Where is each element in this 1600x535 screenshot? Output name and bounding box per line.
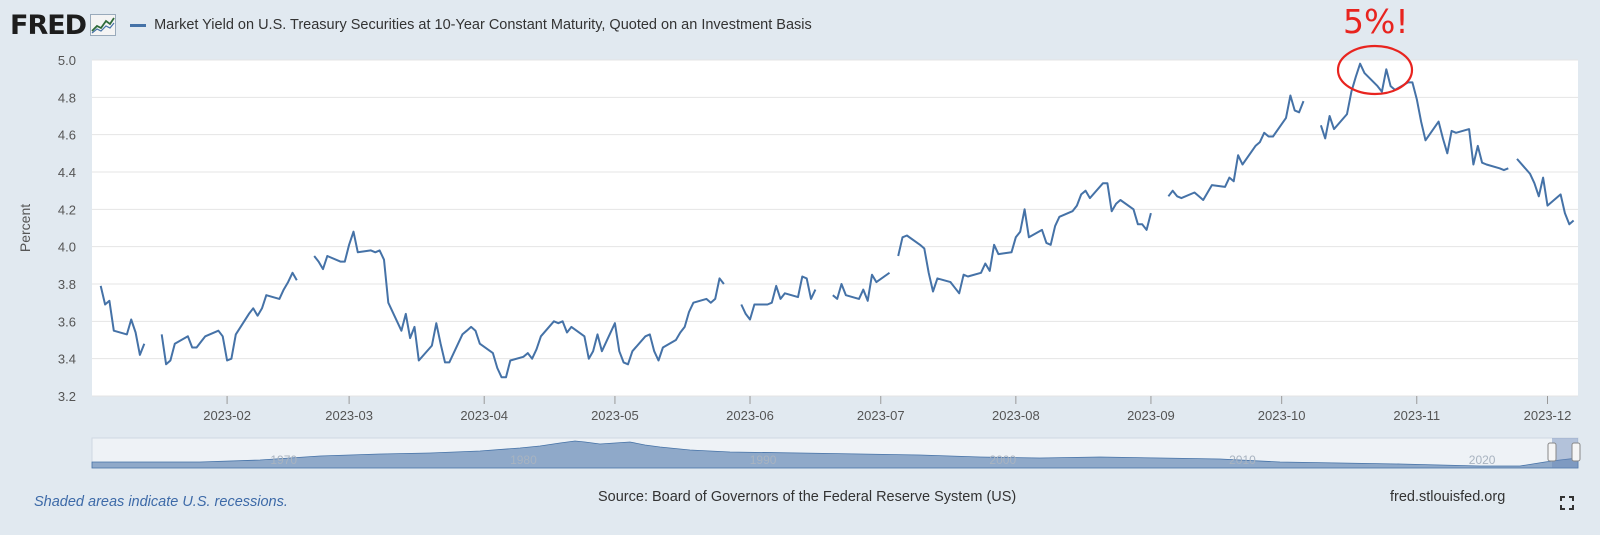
grid-lines xyxy=(92,59,1578,397)
x-tick-label: 2023-08 xyxy=(992,408,1040,423)
plot-area xyxy=(92,60,1578,396)
legend-line-swatch xyxy=(130,23,147,27)
x-tick-label: 2023-04 xyxy=(460,408,508,423)
y-tick-label: 3.8 xyxy=(58,277,76,292)
y-tick-label: 3.6 xyxy=(58,314,76,329)
y-tick-label: 5.0 xyxy=(58,53,76,68)
y-tick-label: 4.0 xyxy=(58,240,76,255)
x-tick-label: 2023-02 xyxy=(203,408,251,423)
x-axis: 2023-02 2023-03 2023-04 2023-05 2023-06 2023-… xyxy=(203,396,1571,423)
annotation-label: 5%! xyxy=(1343,2,1409,41)
series-line-segment xyxy=(1167,94,1305,201)
x-tick-label: 2023-12 xyxy=(1524,408,1572,423)
y-tick-label: 3.2 xyxy=(58,389,76,404)
y-tick-label: 3.4 xyxy=(58,352,76,367)
y-axis-label: Percent xyxy=(17,204,33,252)
fred-logo[interactable]: FRED xyxy=(10,9,87,41)
source-text: Source: Board of Governors of the Federa… xyxy=(598,489,1017,505)
navigator-label: 1990 xyxy=(750,453,777,467)
x-tick-label: 2023-03 xyxy=(325,408,373,423)
y-tick-label: 4.6 xyxy=(58,128,76,143)
chart-title: Market Yield on U.S. Treasury Securities… xyxy=(154,17,812,33)
navigator-label: 2000 xyxy=(989,453,1016,467)
series-line xyxy=(99,62,1575,379)
navigator-handle-right[interactable] xyxy=(1571,442,1581,462)
x-tick-label: 2023-05 xyxy=(591,408,639,423)
series-line-segment xyxy=(160,271,298,366)
navigator-label: 1970 xyxy=(270,453,297,467)
x-tick-label: 2023-06 xyxy=(726,408,774,423)
y-tick-label: 4.2 xyxy=(58,202,76,217)
series-line-segment xyxy=(740,275,817,321)
series-line-segment xyxy=(1516,158,1575,226)
chart-header: FRED Market Yield on U.S. Treasury Secur… xyxy=(10,8,812,42)
site-link[interactable]: fred.stlouisfed.org xyxy=(1390,489,1506,505)
fullscreen-icon[interactable] xyxy=(1560,496,1574,510)
y-axis: 3.2 3.4 3.6 3.8 4.0 4.2 4.4 4.6 4.8 5.0 xyxy=(58,53,76,404)
series-line-segment xyxy=(313,230,725,379)
navigator[interactable]: 1970 1980 1990 2000 2010 2020 xyxy=(91,437,1581,469)
navigator-handle-left[interactable] xyxy=(1547,442,1557,462)
navigator-label: 2010 xyxy=(1229,453,1256,467)
y-tick-label: 4.4 xyxy=(58,165,76,180)
x-tick-label: 2023-09 xyxy=(1127,408,1175,423)
chart-line-icon xyxy=(90,14,117,36)
y-tick-label: 4.8 xyxy=(58,90,76,105)
navigator-area xyxy=(91,440,1579,469)
series-line-segment xyxy=(832,271,891,302)
series-line-segment xyxy=(897,182,1152,295)
x-tick-label: 2023-10 xyxy=(1258,408,1306,423)
series-line-segment xyxy=(99,285,146,356)
navigator-label: 1980 xyxy=(510,453,537,467)
recession-note: Shaded areas indicate U.S. recessions. xyxy=(34,494,288,510)
annotation-circle xyxy=(1336,44,1414,96)
x-tick-label: 2023-11 xyxy=(1393,408,1440,423)
navigator-label: 2020 xyxy=(1469,453,1496,467)
navigator-labels: 1970 1980 1990 2000 2010 2020 xyxy=(270,453,1495,467)
x-tick-label: 2023-07 xyxy=(857,408,905,423)
